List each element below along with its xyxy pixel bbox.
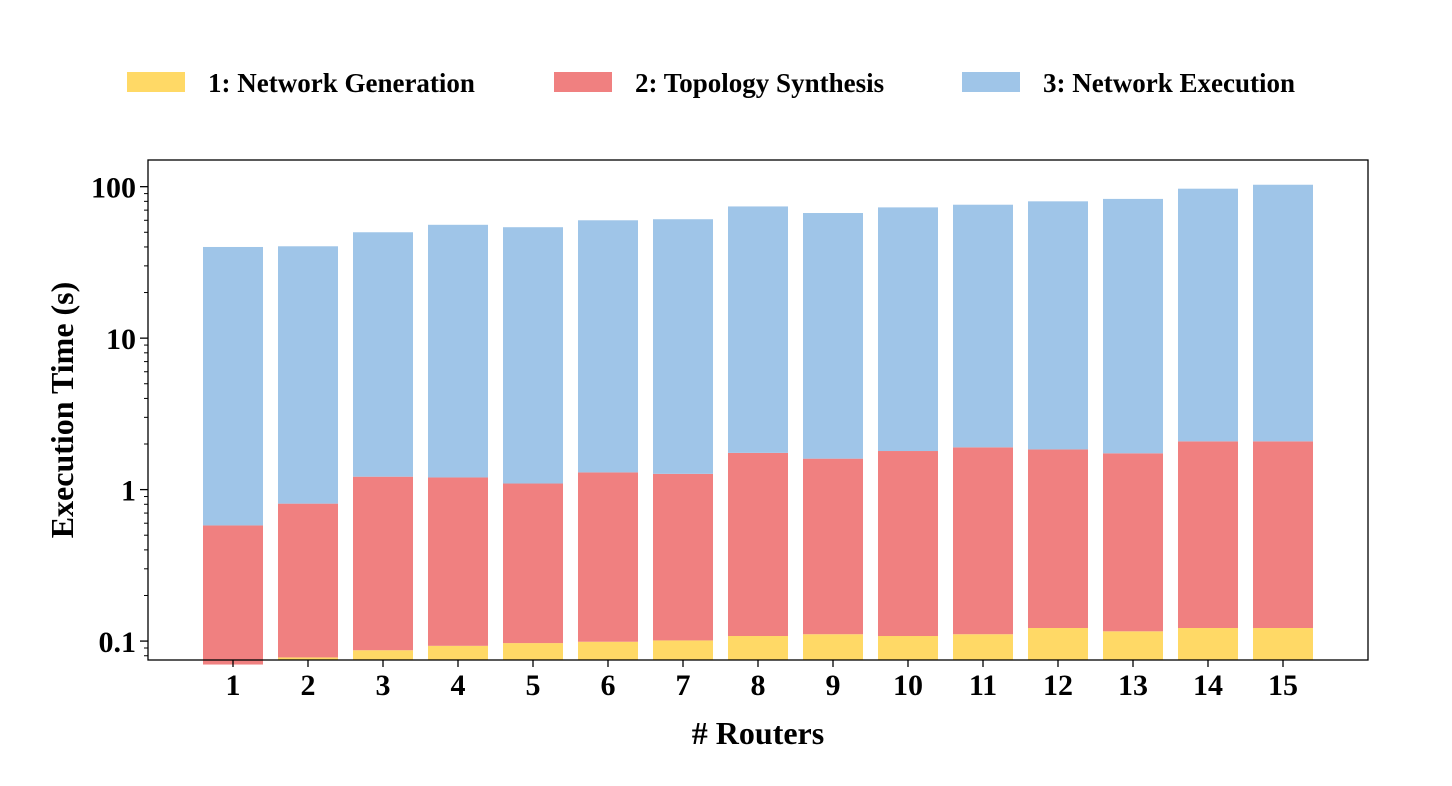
bar-11-series-2 [953,447,1013,635]
bar-11-series-3 [953,204,1013,448]
x-tick-label: 14 [1193,669,1223,702]
bar-2-series-3 [278,246,338,504]
bar-1-series-3 [203,246,263,526]
legend-swatch-1 [127,72,185,92]
y-tick-label: 100 [91,172,136,205]
x-tick-label: 11 [969,669,997,702]
bar-4-series-3 [428,224,488,478]
bar-6-series-3 [578,220,638,473]
y-axis: 0.1 1 10 100 [91,172,148,659]
bar-2-series-2 [278,503,338,658]
bar-12-series-2 [1028,449,1088,628]
bar-3-series-1 [353,650,413,660]
x-tick-label: 4 [451,669,466,702]
bar-4-series-2 [428,477,488,646]
x-tick-label: 3 [376,669,391,702]
y-tick-label: 0.1 [99,626,137,659]
legend-label-1: 1: Network Generation [208,68,475,98]
bar-8-series-1 [728,636,788,660]
x-tick-label: 12 [1043,669,1073,702]
bar-10-series-2 [878,451,938,637]
bar-15-series-3 [1253,184,1313,442]
bar-13-series-3 [1103,198,1163,454]
x-axis: 1 2 3 4 5 6 7 8 9 10 11 12 13 14 15 [226,660,1298,702]
bar-9-series-3 [803,213,863,459]
legend-label-3: 3: Network Execution [1043,68,1295,98]
x-tick-label: 5 [526,669,541,702]
bar-5-series-3 [503,227,563,484]
bar-14-series-2 [1178,441,1238,628]
x-tick-label: 8 [751,669,766,702]
x-tick-label: 10 [893,669,923,702]
bar-7-series-3 [653,219,713,474]
bar-12-series-1 [1028,628,1088,660]
bar-13-series-1 [1103,631,1163,660]
bar-4-series-1 [428,645,488,660]
x-tick-label: 6 [601,669,616,702]
x-tick-label: 7 [676,669,691,702]
bar-9-series-1 [803,634,863,660]
bar-14-series-1 [1178,628,1238,660]
bar-7-series-2 [653,473,713,641]
bar-14-series-3 [1178,188,1238,442]
bars [203,184,1313,665]
x-tick-label: 15 [1268,669,1298,702]
bar-8-series-3 [728,206,788,453]
bar-8-series-2 [728,452,788,637]
bar-12-series-3 [1028,201,1088,450]
bar-10-series-3 [878,207,938,452]
bar-5-series-1 [503,643,563,660]
legend-label-2: 2: Topology Synthesis [635,68,884,98]
bar-6-series-2 [578,472,638,642]
x-tick-label: 2 [301,669,316,702]
bar-3-series-3 [353,232,413,477]
bar-6-series-1 [578,641,638,660]
bar-10-series-1 [878,636,938,660]
x-tick-label: 9 [826,669,841,702]
legend-swatch-3 [962,72,1020,92]
x-tick-label: 1 [226,669,241,702]
bar-2-series-1 [278,657,338,660]
y-tick-label: 10 [106,323,136,356]
y-axis-title: Execution Time (s) [44,282,80,539]
bar-9-series-2 [803,458,863,635]
bar-5-series-2 [503,483,563,644]
y-tick-label: 1 [121,475,136,508]
bar-11-series-1 [953,634,1013,660]
x-axis-title: # Routers [692,715,824,751]
x-tick-label: 13 [1118,669,1148,702]
bar-1-series-2 [203,525,263,665]
bar-13-series-2 [1103,453,1163,632]
bar-3-series-2 [353,476,413,651]
legend-swatch-2 [554,72,612,92]
legend: 1: Network Generation 2: Topology Synthes… [127,68,1295,98]
bar-15-series-2 [1253,441,1313,628]
bar-7-series-1 [653,640,713,660]
bar-15-series-1 [1253,628,1313,660]
